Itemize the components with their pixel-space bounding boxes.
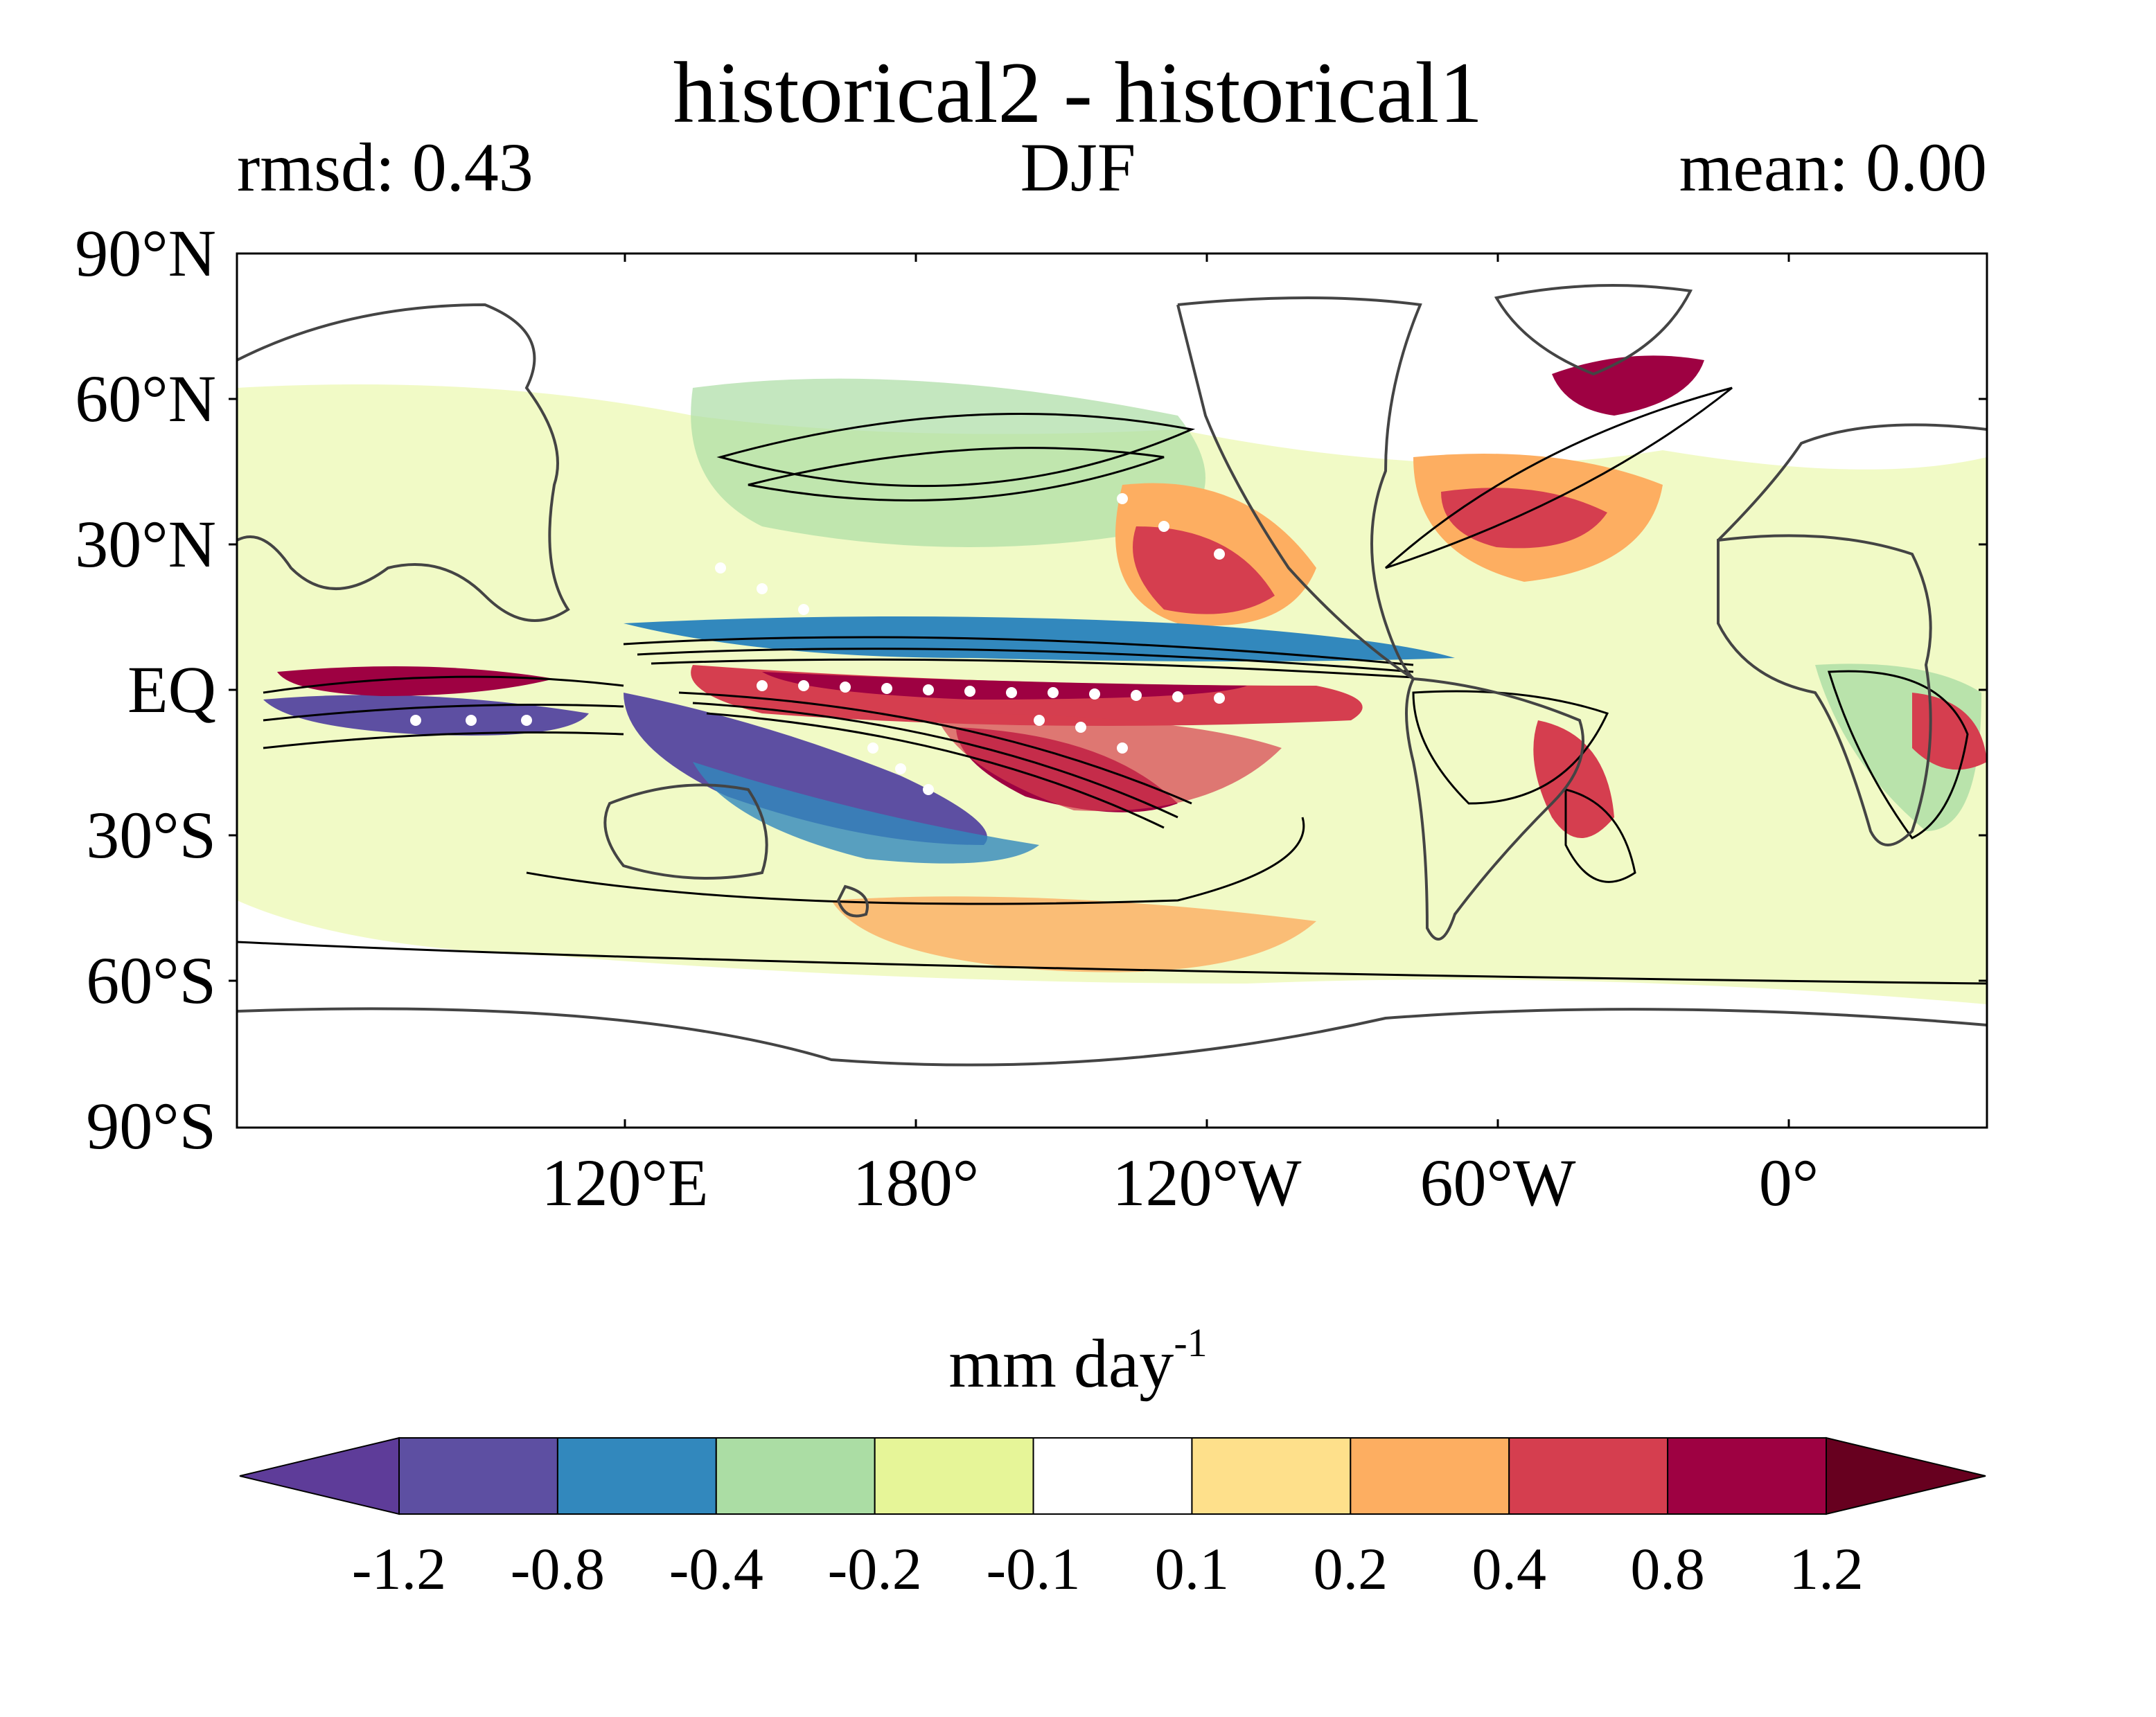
coast-europe [1717,423,1987,542]
colorbar-tick-label: 0.8 [1630,1536,1705,1602]
field-yellow-north-pacific [691,378,1205,547]
coast-new-zealand [836,884,869,918]
x-tick-label-120w: 120°W [1112,1146,1302,1220]
contour-indian-2 [263,704,624,722]
colorbar-box [1032,1437,1193,1515]
rmsd-label: rmsd: 0.43 [237,129,533,206]
coast-greenland [1494,284,1693,376]
field-blue-itcz-north [624,616,1455,661]
contour-itcz-north-1 [623,636,1414,666]
colorbar [239,1436,1986,1515]
x-tick-label-60w: 60°W [1420,1146,1576,1220]
colorbar-tick-label: 0.2 [1313,1536,1388,1602]
colorbar-tick-label: 0.4 [1472,1536,1546,1602]
climatology-contours [237,386,1987,985]
field-red-atlantic [1441,488,1607,549]
colorbar-box [556,1437,717,1515]
plot-title: historical2 - historical1 [673,45,1483,141]
field-red-east-pacific [1133,526,1275,614]
colorbar-units: mm day-1 [948,1320,1208,1402]
significance-stippling [410,493,1225,795]
contour-south-atlantic-1 [1564,788,1636,883]
colorbar-tick-label: -0.4 [669,1536,763,1602]
contour-spcz-3 [706,712,1165,829]
field-darkred-north-atlantic [1552,355,1704,416]
field-purple-warm-pool [624,693,987,845]
contour-itcz-north-2 [637,648,1414,673]
colorbar-box [715,1437,876,1515]
x-tick-label-180: 180° [852,1146,980,1220]
colorbar-box [1350,1437,1510,1515]
colorbar-tick-label: 1.2 [1789,1536,1864,1602]
colorbar-box [874,1437,1034,1515]
contour-spcz-1 [678,691,1192,805]
contour-indian-3 [263,731,624,749]
y-tick-label-eq: EQ [127,652,216,727]
contour-north-pacific-1 [716,413,1196,488]
contour-north-atlantic-1 [1384,386,1733,569]
colorbar-extend-low [239,1436,400,1515]
season-label: DJF [1020,129,1136,206]
contour-south-america-1 [1412,690,1609,805]
contour-south-pacific-1 [526,817,1305,905]
field-orange-southern-ocean [831,896,1316,972]
contour-itcz-north-3 [651,658,1414,679]
y-tick-label-30s: 30°S [86,798,216,872]
field-darkred-indian-ocean [277,666,554,696]
y-tick-label-30n: 30°N [75,507,216,581]
coast-north-america [1176,296,1422,680]
x-tick-label-120e: 120°E [541,1146,709,1220]
colorbar-tick-label: -0.2 [827,1536,922,1602]
axis-ticks [229,253,1987,1128]
colorbar-box [1667,1437,1827,1515]
coast-asia [237,303,570,622]
colorbar-extend-high [1826,1436,1986,1515]
colorbar-tick-label: -1.2 [351,1536,447,1602]
mean-label: mean: 0.00 [1679,129,1987,206]
colorbar-tick-label: 0.1 [1154,1536,1230,1602]
y-tick-label-60s: 60°S [86,943,216,1017]
precipitation-difference-field [237,355,1987,1004]
coast-africa [1717,534,1932,846]
colorbar-box [398,1437,558,1515]
field-blue-south-pacific [693,762,1039,864]
field-red-south-america [1533,720,1614,838]
y-tick-label-90s: 90°S [86,1089,216,1163]
coastlines [237,284,1987,1067]
colorbar-box [1191,1437,1352,1515]
colorbar-tick-label: -0.1 [986,1536,1081,1602]
colorbar-tick-label: -0.8 [510,1536,605,1602]
coast-antarctica [237,1007,1987,1067]
contour-spcz-2 [692,702,1178,819]
coast-australia [603,783,768,880]
x-tick-label-0: 0° [1758,1146,1819,1220]
y-tick-label-60n: 60°N [75,362,216,436]
field-red-south-pacific [935,713,1282,811]
colorbar-box [1508,1437,1669,1515]
contour-north-pacific-2 [748,447,1165,501]
contour-africa-1 [1828,670,1969,839]
y-tick-label-90n: 90°N [75,216,216,290]
contour-southern-ocean-1 [237,941,1987,985]
contour-indian-1 [263,675,624,694]
coast-south-america [1405,677,1584,941]
